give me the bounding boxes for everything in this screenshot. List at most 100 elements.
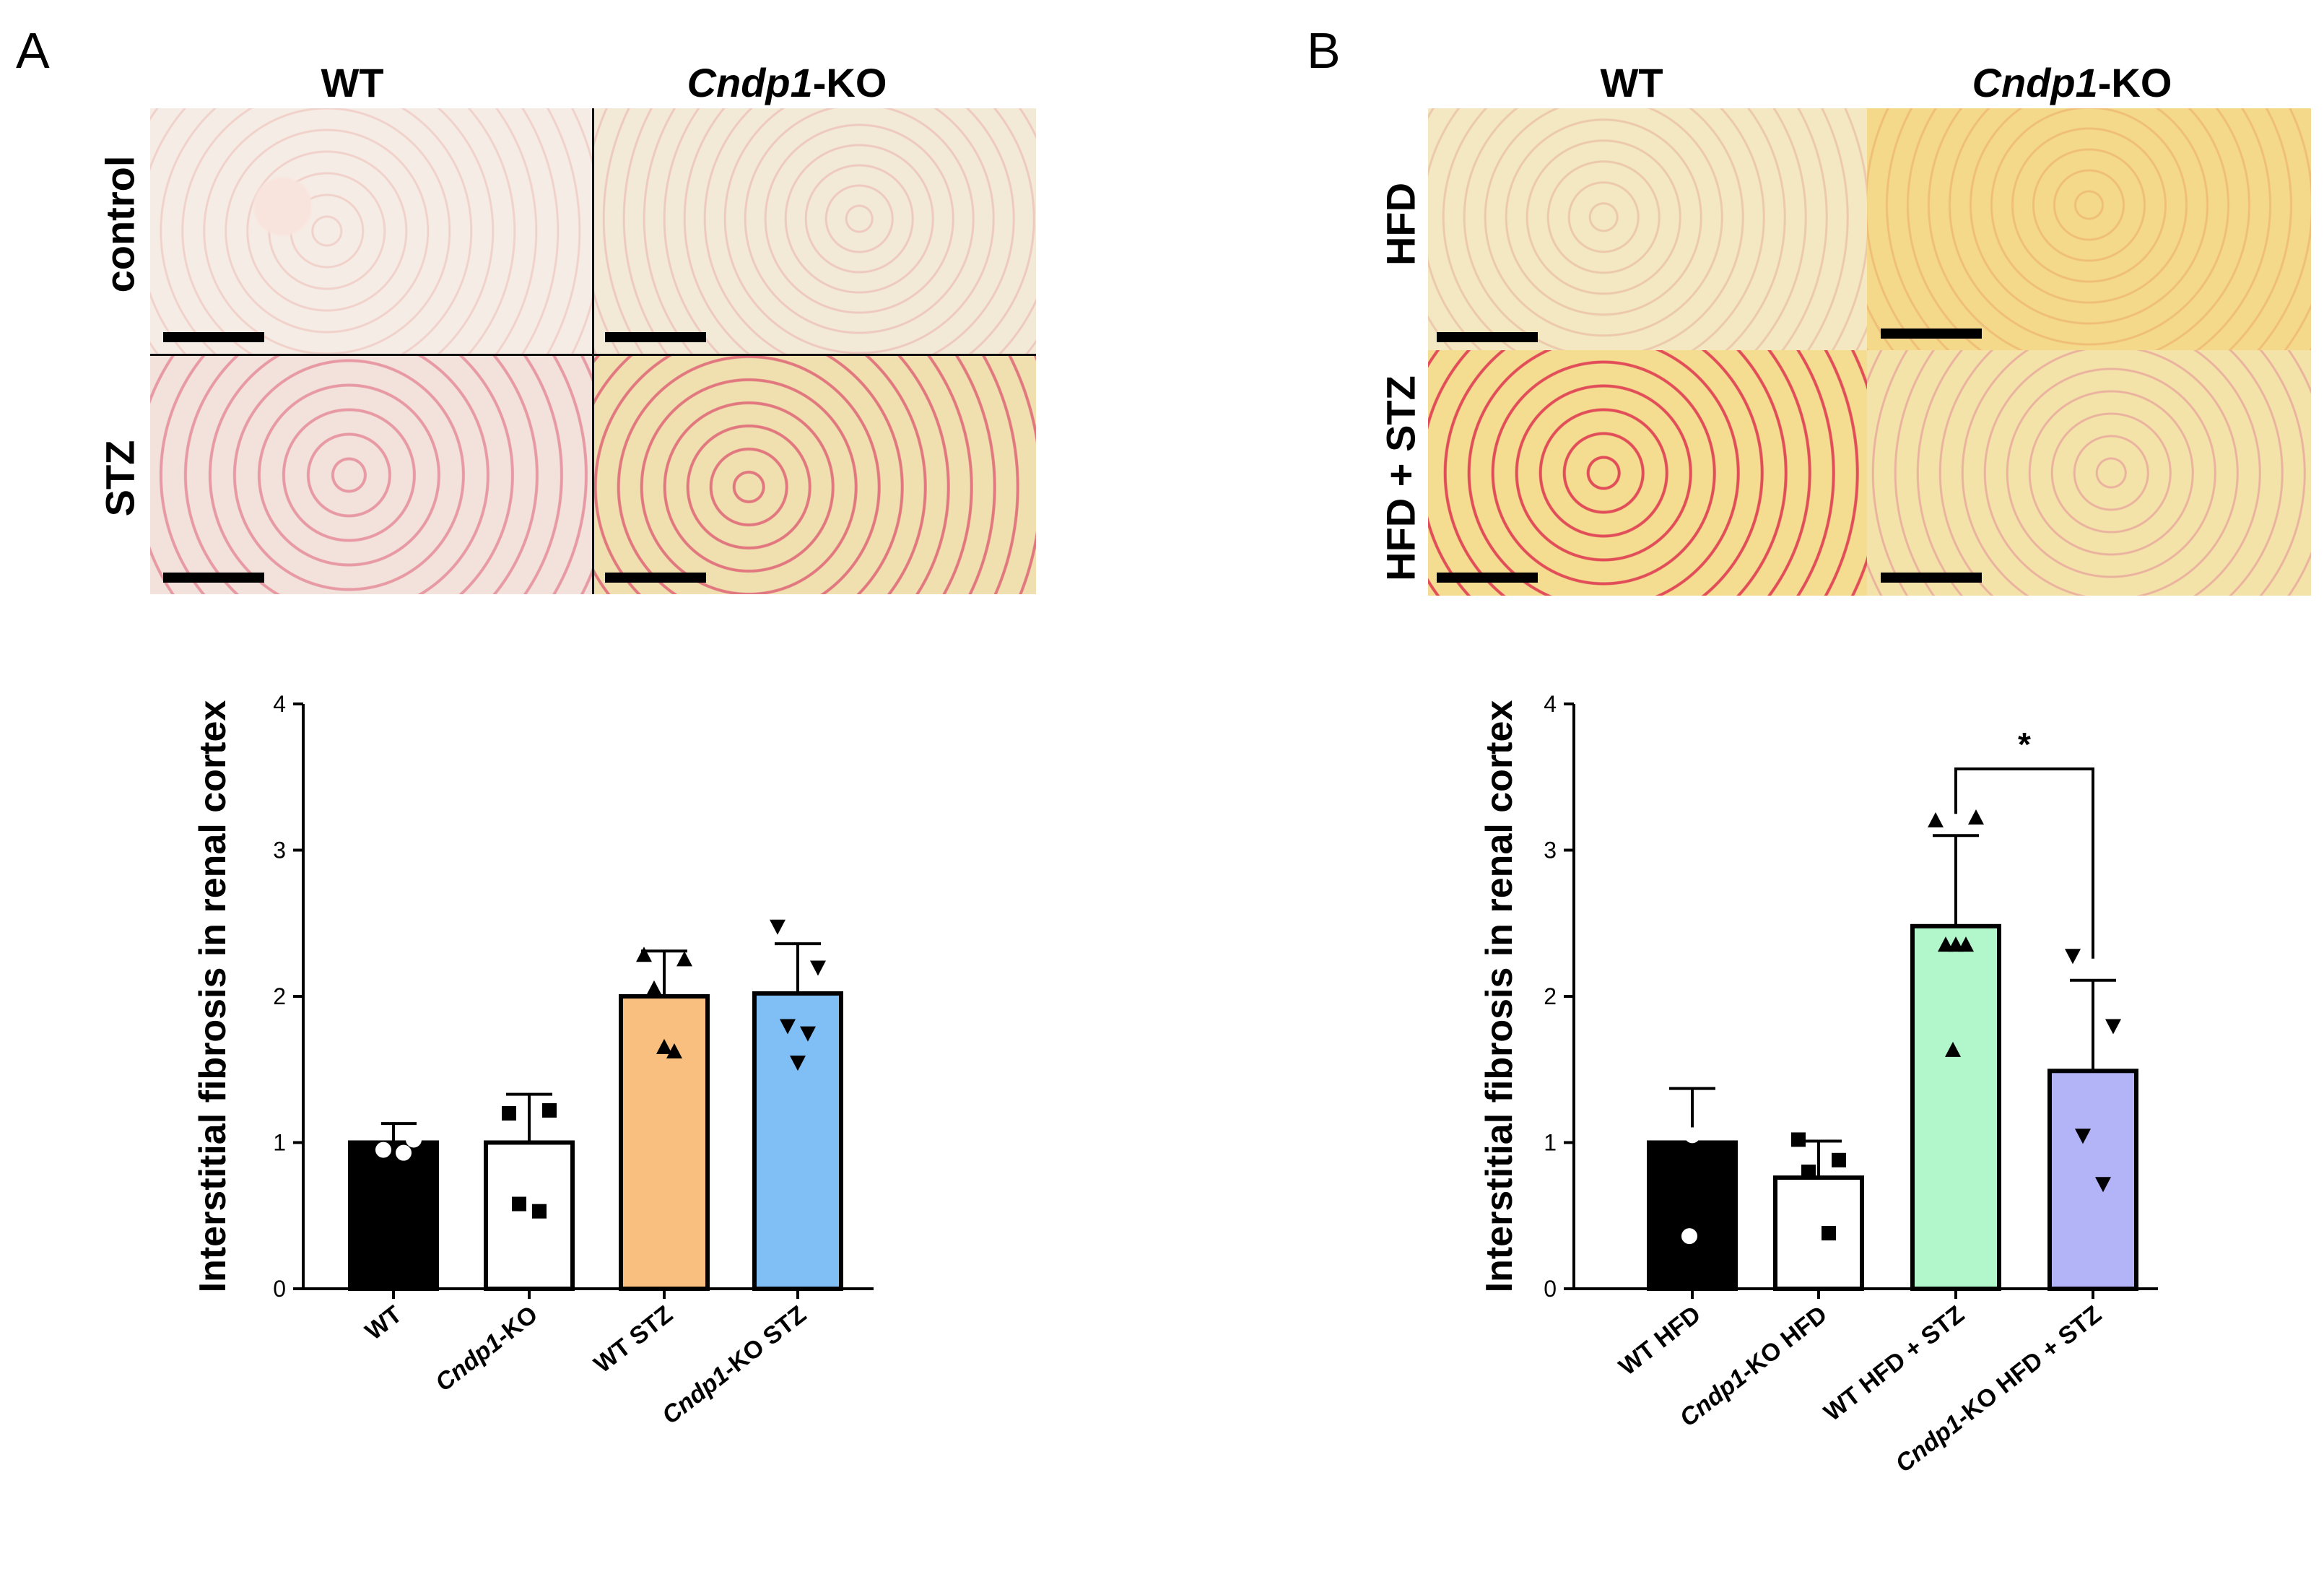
y-tick-label: 0 bbox=[1544, 1276, 1557, 1302]
y-tick-label: 1 bbox=[1544, 1130, 1557, 1156]
data-point bbox=[1928, 812, 1944, 827]
y-tick-label: 0 bbox=[273, 1276, 286, 1302]
data-point bbox=[1681, 1228, 1697, 1245]
x-tick-label-text: -KO HFD bbox=[1735, 1300, 1832, 1385]
data-point bbox=[1938, 936, 1954, 952]
data-point bbox=[365, 1115, 381, 1132]
micrograph-b-ko-hfd bbox=[1867, 108, 2311, 350]
data-point bbox=[800, 1026, 816, 1042]
col-header-italic: Cndp1 bbox=[1972, 60, 2098, 105]
x-tick-label: WT STZ bbox=[589, 1300, 678, 1378]
micrograph-a-ko-stz bbox=[594, 356, 1036, 594]
data-point bbox=[810, 960, 826, 976]
panel-letter-a: A bbox=[16, 22, 50, 79]
bar bbox=[752, 991, 843, 1291]
x-tick-label-text: WT HFD + STZ bbox=[1819, 1300, 1970, 1427]
data-point bbox=[1968, 809, 1984, 825]
data-point bbox=[406, 1131, 422, 1148]
panel-b-row-header-hfd: HFD bbox=[1378, 182, 1424, 266]
data-point bbox=[1684, 1127, 1700, 1144]
micrograph-b-wt-hfd bbox=[1428, 108, 1867, 350]
scale-bar bbox=[163, 332, 264, 342]
data-point bbox=[1958, 936, 1974, 952]
scale-bar bbox=[1437, 573, 1538, 583]
y-tick-label: 4 bbox=[1544, 691, 1557, 717]
panel-a-col-header-ko: Cndp1-KO bbox=[570, 59, 1004, 106]
y-tick-label: 1 bbox=[273, 1130, 286, 1156]
col-header-italic: Cndp1 bbox=[687, 60, 813, 105]
scale-bar bbox=[1881, 329, 1982, 339]
x-tick-label: Cndp1-KO bbox=[430, 1300, 543, 1396]
data-point bbox=[676, 951, 692, 967]
x-tick-label: WT HFD bbox=[1614, 1300, 1706, 1380]
data-point bbox=[502, 1106, 516, 1121]
y-tick-label: 2 bbox=[1544, 983, 1557, 1009]
bar-chart-b: 0 1 2 3 4 Interstitial fibrosis in renal cort… bbox=[1479, 691, 2158, 1478]
panel-letter-b: B bbox=[1307, 22, 1341, 79]
data-point bbox=[512, 1196, 526, 1212]
scale-bar bbox=[605, 573, 706, 583]
data-point bbox=[1822, 1226, 1836, 1241]
data-point bbox=[656, 1038, 672, 1054]
scale-bar bbox=[1881, 573, 1982, 583]
data-point bbox=[646, 980, 662, 996]
panel-b-row-header-hfd-stz: HFD + STZ bbox=[1378, 375, 1424, 581]
x-tick-label-text: WT STZ bbox=[589, 1300, 678, 1378]
bar bbox=[2047, 1069, 2138, 1292]
significance-star: * bbox=[2018, 726, 2031, 763]
data-point bbox=[1945, 1041, 1961, 1057]
x-tick-label-italic: Cndp1 bbox=[1675, 1364, 1752, 1432]
bar bbox=[619, 994, 710, 1291]
data-point bbox=[1791, 1132, 1806, 1147]
x-tick-label: WT bbox=[360, 1300, 407, 1346]
data-point bbox=[1694, 1120, 1710, 1136]
col-header-text: WT bbox=[1600, 60, 1663, 105]
micrograph-b-wt-hfd-stz bbox=[1428, 350, 1867, 596]
y-axis-label: Interstitial fibrosis in renal cortex bbox=[1479, 700, 1520, 1293]
x-tick-label: WT HFD + STZ bbox=[1819, 1300, 1970, 1427]
bar bbox=[484, 1140, 575, 1291]
data-point bbox=[2075, 1128, 2091, 1144]
panel-b-col-header-wt: WT bbox=[1415, 59, 1848, 106]
x-tick-label-italic: Cndp1 bbox=[1890, 1409, 1967, 1478]
bar-chart-a: 0 1 2 3 4 Interstitial fibrosis in renal cort… bbox=[192, 691, 874, 1430]
bar bbox=[348, 1140, 439, 1291]
y-tick-label: 3 bbox=[1544, 838, 1557, 864]
data-point bbox=[542, 1102, 557, 1118]
bar bbox=[1910, 923, 2001, 1291]
data-point bbox=[375, 1141, 391, 1158]
data-point bbox=[2095, 1177, 2111, 1193]
y-tick-label: 4 bbox=[273, 691, 286, 717]
micrograph-b-ko-hfd-stz bbox=[1867, 350, 2311, 596]
col-header-text: -KO bbox=[812, 60, 887, 105]
x-tick-label-text: WT bbox=[360, 1300, 407, 1346]
scale-bar bbox=[1437, 332, 1538, 342]
data-point bbox=[532, 1204, 547, 1219]
x-tick-label-italic: Cndp1 bbox=[657, 1361, 734, 1430]
data-point bbox=[780, 1019, 796, 1035]
panel-a-col-header-wt: WT bbox=[136, 59, 569, 106]
y-tick-label: 2 bbox=[273, 983, 286, 1009]
x-tick-label: Cndp1-KO STZ bbox=[657, 1300, 811, 1430]
data-point bbox=[790, 1056, 806, 1071]
data-point bbox=[2065, 949, 2081, 965]
data-point bbox=[396, 1144, 412, 1161]
panel-a-divider-vertical bbox=[592, 108, 594, 594]
panel-b-col-header-ko: Cndp1-KO bbox=[1855, 59, 2289, 106]
panel-a-row-header-stz: STZ bbox=[97, 440, 143, 517]
x-tick-label-italic: Cndp1 bbox=[430, 1328, 508, 1397]
data-point bbox=[1664, 1093, 1680, 1110]
data-point bbox=[1801, 1165, 1816, 1179]
scale-bar bbox=[605, 332, 706, 342]
col-header-text: -KO bbox=[2097, 60, 2172, 105]
data-point bbox=[666, 1043, 682, 1058]
panel-a-divider-horizontal bbox=[150, 354, 1036, 356]
data-point bbox=[636, 947, 652, 962]
micrograph-a-wt-stz bbox=[150, 356, 592, 594]
data-point bbox=[1832, 1152, 1846, 1167]
micrograph-a-ko-control bbox=[594, 108, 1036, 354]
panel-a-row-header-control: control bbox=[97, 155, 143, 293]
x-tick-label-text: -KO STZ bbox=[717, 1300, 811, 1383]
y-tick-label: 3 bbox=[273, 838, 286, 864]
y-axis-label: Interstitial fibrosis in renal cortex bbox=[192, 700, 234, 1293]
